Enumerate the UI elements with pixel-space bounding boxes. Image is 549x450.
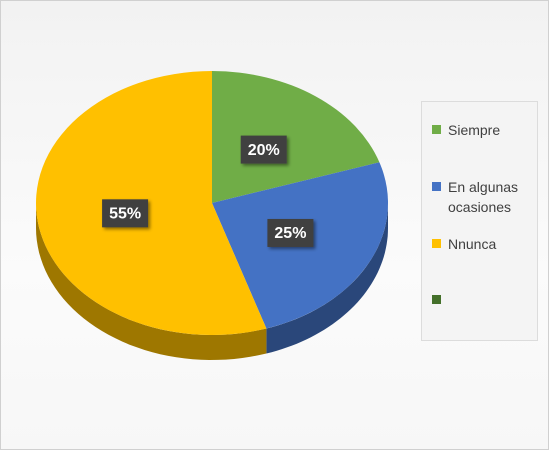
label-box [102, 199, 149, 228]
legend-label: Nnunca [448, 236, 497, 252]
legend-label: En algunas ocasiones [448, 179, 519, 215]
pie-slice [212, 71, 380, 203]
legend-item: Siempre [432, 120, 536, 140]
legend-item: En algunas ocasiones [432, 177, 536, 217]
legend-swatch [432, 295, 441, 304]
label-box [240, 135, 287, 164]
label-box [267, 218, 314, 247]
data-label: 20% [248, 142, 280, 159]
pie-slice [36, 71, 267, 335]
legend-swatch [432, 182, 441, 191]
slice-side [266, 203, 388, 354]
legend-swatch [432, 239, 441, 248]
data-label: 25% [274, 225, 306, 242]
legend-swatch [432, 125, 441, 134]
legend-item: Nnunca [432, 234, 536, 254]
slice-side [36, 203, 267, 360]
data-label: 55% [109, 206, 141, 223]
legend: Siempre En algunas ocasiones Nnunca [421, 101, 538, 341]
legend-label: Siempre [448, 122, 501, 138]
